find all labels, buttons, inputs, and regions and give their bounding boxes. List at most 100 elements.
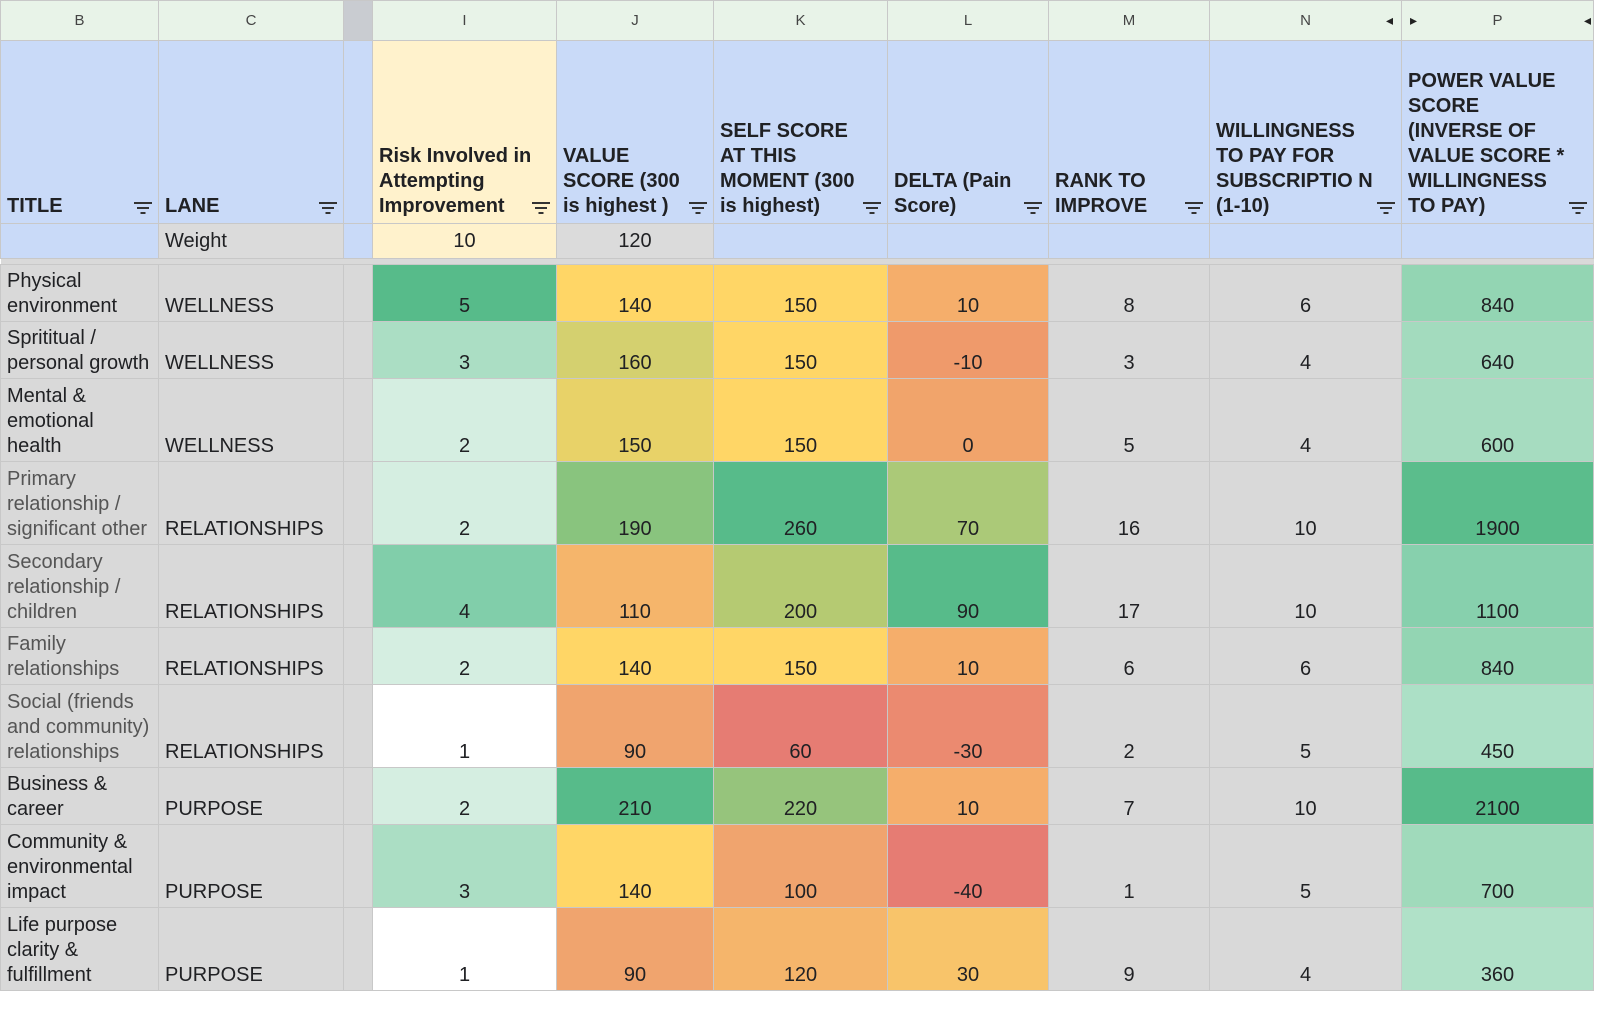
filter-icon[interactable]	[134, 201, 152, 215]
cell-power-value[interactable]: 700	[1401, 824, 1594, 908]
cell-rank[interactable]: 7	[1048, 767, 1210, 825]
cell-risk[interactable]: 3	[372, 824, 557, 908]
filter-icon[interactable]	[1185, 201, 1203, 215]
cell-value-score[interactable]: 190	[556, 461, 714, 545]
cell-title[interactable]: Social (friends and community) relations…	[0, 684, 159, 768]
cell-risk[interactable]: 1	[372, 684, 557, 768]
filter-icon[interactable]	[863, 201, 881, 215]
cell-value-score[interactable]: 140	[556, 824, 714, 908]
cell-power-value[interactable]: 840	[1401, 627, 1594, 685]
cell-delta[interactable]: 10	[887, 264, 1049, 322]
cell-willingness[interactable]: 4	[1209, 907, 1402, 991]
cell-title[interactable]: Primary relationship / significant other	[0, 461, 159, 545]
header-delta[interactable]: DELTA (Pain Score)	[887, 40, 1049, 224]
cell-self-score[interactable]: 150	[713, 627, 888, 685]
cell-delta[interactable]: 10	[887, 627, 1049, 685]
cell-willingness[interactable]: 10	[1209, 767, 1402, 825]
column-letter-k[interactable]: K	[713, 0, 888, 41]
cell-value-score[interactable]: 90	[556, 684, 714, 768]
filter-icon[interactable]	[319, 201, 337, 215]
cell-lane[interactable]: WELLNESS	[158, 321, 344, 379]
cell-risk[interactable]: 4	[372, 544, 557, 628]
weight-cell-empty[interactable]	[887, 223, 1049, 259]
cell-value-score[interactable]: 140	[556, 627, 714, 685]
cell-lane[interactable]: WELLNESS	[158, 378, 344, 462]
cell-self-score[interactable]: 150	[713, 321, 888, 379]
header-rank[interactable]: RANK TO IMPROVE	[1048, 40, 1210, 224]
cell-self-score[interactable]: 100	[713, 824, 888, 908]
cell-title[interactable]: Community & environmental impact	[0, 824, 159, 908]
filter-icon[interactable]	[689, 201, 707, 215]
cell-title[interactable]: Mental & emotional health	[0, 378, 159, 462]
header-value-score[interactable]: VALUE SCORE (300 is highest )	[556, 40, 714, 224]
cell-self-score[interactable]: 220	[713, 767, 888, 825]
weight-value-score[interactable]: 120	[556, 223, 714, 259]
cell-willingness[interactable]: 10	[1209, 461, 1402, 545]
cell-value-score[interactable]: 110	[556, 544, 714, 628]
cell-risk[interactable]: 2	[372, 378, 557, 462]
cell-self-score[interactable]: 200	[713, 544, 888, 628]
cell-risk[interactable]: 5	[372, 264, 557, 322]
column-letter-n[interactable]: N	[1209, 0, 1402, 41]
cell-delta[interactable]: 70	[887, 461, 1049, 545]
cell-willingness[interactable]: 6	[1209, 627, 1402, 685]
filter-icon[interactable]	[532, 201, 550, 215]
cell-lane[interactable]: PURPOSE	[158, 907, 344, 991]
column-letter-c[interactable]: C	[158, 0, 344, 41]
column-letter-i[interactable]: I	[372, 0, 557, 41]
cell-willingness[interactable]: 6	[1209, 264, 1402, 322]
header-self-score[interactable]: SELF SCORE AT THIS MOMENT (300 is highes…	[713, 40, 888, 224]
column-letter-b[interactable]: B	[0, 0, 159, 41]
cell-value-score[interactable]: 140	[556, 264, 714, 322]
filter-icon[interactable]	[1569, 201, 1587, 215]
cell-power-value[interactable]: 640	[1401, 321, 1594, 379]
cell-power-value[interactable]: 840	[1401, 264, 1594, 322]
cell-risk[interactable]: 2	[372, 627, 557, 685]
cell-power-value[interactable]: 1100	[1401, 544, 1594, 628]
cell-delta[interactable]: 30	[887, 907, 1049, 991]
cell-willingness[interactable]: 4	[1209, 378, 1402, 462]
cell-value-score[interactable]: 150	[556, 378, 714, 462]
cell-willingness[interactable]: 5	[1209, 824, 1402, 908]
cell-lane[interactable]: PURPOSE	[158, 767, 344, 825]
weight-cell-empty[interactable]	[1401, 223, 1594, 259]
weight-cell-empty[interactable]	[0, 223, 159, 259]
cell-willingness[interactable]: 10	[1209, 544, 1402, 628]
cell-self-score[interactable]: 150	[713, 264, 888, 322]
cell-delta[interactable]: 90	[887, 544, 1049, 628]
cell-lane[interactable]: RELATIONSHIPS	[158, 684, 344, 768]
cell-rank[interactable]: 3	[1048, 321, 1210, 379]
cell-lane[interactable]: PURPOSE	[158, 824, 344, 908]
weight-cell-empty[interactable]	[713, 223, 888, 259]
weight-cell-empty[interactable]	[1209, 223, 1402, 259]
frozen-column-divider[interactable]	[343, 0, 373, 41]
cell-willingness[interactable]: 5	[1209, 684, 1402, 768]
cell-self-score[interactable]: 260	[713, 461, 888, 545]
cell-risk[interactable]: 1	[372, 907, 557, 991]
header-risk[interactable]: Risk Involved in Attempting Improvement	[372, 40, 557, 224]
column-letter-j[interactable]: J	[556, 0, 714, 41]
cell-rank[interactable]: 1	[1048, 824, 1210, 908]
cell-rank[interactable]: 6	[1048, 627, 1210, 685]
cell-self-score[interactable]: 60	[713, 684, 888, 768]
weight-cell-empty[interactable]	[1048, 223, 1210, 259]
cell-power-value[interactable]: 450	[1401, 684, 1594, 768]
cell-title[interactable]: Life purpose clarity & fulfillment	[0, 907, 159, 991]
cell-delta[interactable]: -40	[887, 824, 1049, 908]
cell-title[interactable]: Secondary relationship / children	[0, 544, 159, 628]
cell-rank[interactable]: 17	[1048, 544, 1210, 628]
cell-power-value[interactable]: 600	[1401, 378, 1594, 462]
cell-delta[interactable]: -10	[887, 321, 1049, 379]
cell-value-score[interactable]: 90	[556, 907, 714, 991]
filter-icon[interactable]	[1024, 201, 1042, 215]
cell-value-score[interactable]: 160	[556, 321, 714, 379]
cell-risk[interactable]: 2	[372, 461, 557, 545]
cell-title[interactable]: Physical environment	[0, 264, 159, 322]
header-willingness[interactable]: WILLINGNESS TO PAY FOR SUBSCRIPTIO N (1-…	[1209, 40, 1402, 224]
cell-lane[interactable]: RELATIONSHIPS	[158, 627, 344, 685]
column-letter-p[interactable]: P	[1401, 0, 1594, 41]
cell-rank[interactable]: 9	[1048, 907, 1210, 991]
cell-lane[interactable]: RELATIONSHIPS	[158, 461, 344, 545]
cell-power-value[interactable]: 2100	[1401, 767, 1594, 825]
cell-power-value[interactable]: 360	[1401, 907, 1594, 991]
